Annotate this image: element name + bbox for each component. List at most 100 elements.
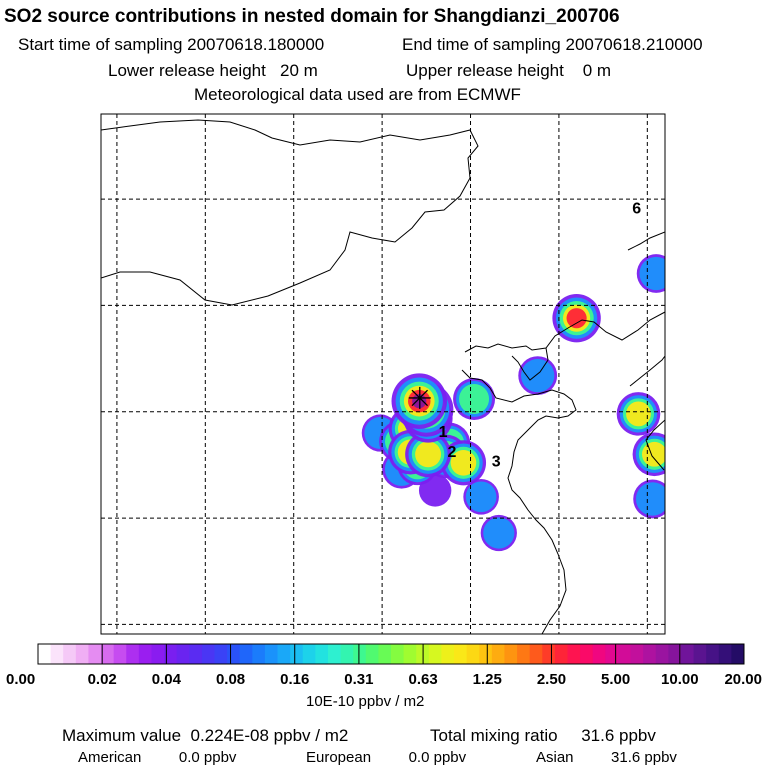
plume-cell-19-1 xyxy=(635,482,665,516)
colorbar-swatch-45 xyxy=(605,644,619,664)
colorbar-swatch-26 xyxy=(365,644,379,664)
asian-contribution: Asian 31.6 ppbv xyxy=(536,750,677,765)
colorbar-swatch-46 xyxy=(617,644,632,664)
colorbar-swatch-54 xyxy=(718,644,732,664)
coastline-sakhalin xyxy=(627,231,665,251)
plume-cell-13-2 xyxy=(459,383,490,414)
colorbar-swatch-36 xyxy=(491,644,505,664)
colorbar-tick-2: 0.04 xyxy=(152,671,182,688)
max-value: Maximum value 0.224E-08 ppbv / m2 xyxy=(62,727,348,744)
colorbar-swatch-49 xyxy=(655,644,669,664)
start-time-value: 20070618.180000 xyxy=(187,35,325,54)
colorbar-swatch-19 xyxy=(277,644,291,664)
colorbar-swatch-34 xyxy=(466,644,480,664)
max-value-number: 0.224E-08 ppbv / m2 xyxy=(190,726,349,745)
colorbar-swatch-18 xyxy=(264,644,279,664)
max-value-label: Maximum value xyxy=(62,726,182,745)
colorbar-swatch-13 xyxy=(201,644,215,664)
colorbar-swatch-50 xyxy=(668,644,682,664)
colorbar-tick-7: 1.25 xyxy=(473,671,502,688)
plume-layer xyxy=(361,254,665,552)
coastline-north xyxy=(101,119,479,306)
colorbar-swatch-12 xyxy=(189,644,203,664)
colorbar-swatch-4 xyxy=(88,644,102,664)
plume-cell-17-3 xyxy=(626,401,651,427)
upper-release-value: 0 m xyxy=(582,61,612,80)
colorbar-swatch-47 xyxy=(630,644,644,664)
colorbar-swatch-42 xyxy=(567,644,581,664)
colorbar-tick-6: 0.63 xyxy=(408,671,437,688)
colorbar-swatch-32 xyxy=(441,644,455,664)
station-label-1: 1 xyxy=(439,424,448,441)
colorbar-tick-10: 10.00 xyxy=(661,671,699,688)
colorbar-tick-5: 0.31 xyxy=(344,671,373,688)
colorbar-swatch-21 xyxy=(302,644,316,664)
station-label-6: 6 xyxy=(632,201,641,218)
european-contribution: European 0.0 ppbv xyxy=(306,750,466,765)
total-mixing-value: 31.6 ppbv xyxy=(581,726,656,745)
colorbar-swatch-8 xyxy=(138,644,152,664)
colorbar-swatch-43 xyxy=(580,644,594,664)
colorbar-swatch-33 xyxy=(454,644,468,664)
colorbar-swatch-38 xyxy=(517,644,531,664)
lower-release-height: Lower release height 20 m xyxy=(108,62,318,79)
colorbar-swatch-15 xyxy=(227,644,241,664)
plume-cell-15-4 xyxy=(566,308,587,329)
coastline-bohai xyxy=(464,311,665,353)
colorbar-tick-9: 5.00 xyxy=(601,671,630,688)
colorbar-swatch-55 xyxy=(731,644,745,664)
colorbar xyxy=(37,643,745,665)
colorbar-swatch-51 xyxy=(680,644,695,664)
upper-release-height: Upper release height 0 m xyxy=(406,62,611,79)
colorbar-swatch-35 xyxy=(479,644,493,664)
colorbar-swatch-14 xyxy=(214,644,228,664)
plume-cell-21-1 xyxy=(483,517,515,549)
plume-cell-16-1 xyxy=(639,256,665,291)
colorbar-swatch-37 xyxy=(504,644,518,664)
station-layer: 1 2 3 6 xyxy=(408,201,641,471)
colorbar-swatch-25 xyxy=(353,644,367,664)
colorbar-swatch-28 xyxy=(391,644,405,664)
colorbar-frame xyxy=(37,643,745,665)
upper-release-label: Upper release height xyxy=(406,61,564,80)
colorbar-tick-11: 20.00 xyxy=(724,671,762,688)
meteo-text: Meteorological data used are from ECMWF xyxy=(194,85,521,104)
european-value: 0.0 ppbv xyxy=(408,749,467,766)
colorbar-swatch-16 xyxy=(239,644,253,664)
colorbar-swatch-39 xyxy=(529,644,543,664)
colorbar-swatch-31 xyxy=(428,644,442,664)
colorbar-swatch-24 xyxy=(340,644,354,664)
colorbar-swatch-5 xyxy=(101,644,115,664)
coastline-shandong xyxy=(461,369,577,634)
lower-release-label: Lower release height xyxy=(108,61,266,80)
colorbar-tick-4: 0.16 xyxy=(280,671,309,688)
plume-cell-20-1 xyxy=(465,481,497,513)
end-time: End time of sampling 20070618.210000 xyxy=(402,36,703,53)
colorbar-swatch-27 xyxy=(378,644,392,664)
plume-cell-6-3 xyxy=(415,441,442,468)
colorbar-swatch-11 xyxy=(176,644,190,664)
colorbar-unit: 10E-10 ppbv / m2 xyxy=(306,693,425,710)
asian-label: Asian xyxy=(536,749,574,766)
plume-cell-18-3 xyxy=(641,441,665,467)
colorbar-swatch-6 xyxy=(113,644,127,664)
european-label: European xyxy=(306,749,372,766)
station-label-2: 2 xyxy=(447,444,456,461)
colorbar-swatch-9 xyxy=(151,644,165,664)
colorbar-swatch-48 xyxy=(643,644,657,664)
colorbar-swatch-2 xyxy=(63,644,77,664)
colorbar-swatch-7 xyxy=(126,644,140,664)
colorbar-swatch-40 xyxy=(542,644,556,664)
colorbar-swatch-41 xyxy=(554,644,568,664)
colorbar-tick-3: 0.08 xyxy=(216,671,245,688)
map-frame xyxy=(100,113,666,635)
coastline-liaodong xyxy=(511,347,549,381)
asian-value: 31.6 ppbv xyxy=(611,749,677,766)
end-time-value: 20070618.210000 xyxy=(565,35,703,54)
colorbar-swatch-10 xyxy=(164,644,178,664)
colorbar-swatch-53 xyxy=(706,644,720,664)
station-label-3: 3 xyxy=(492,454,501,471)
map-gridlines xyxy=(101,114,665,634)
colorbar-ticks: 0.00 0.02 0.04 0.08 0.16 0.31 0.63 1.25 2.50 5.00… xyxy=(6,644,762,688)
